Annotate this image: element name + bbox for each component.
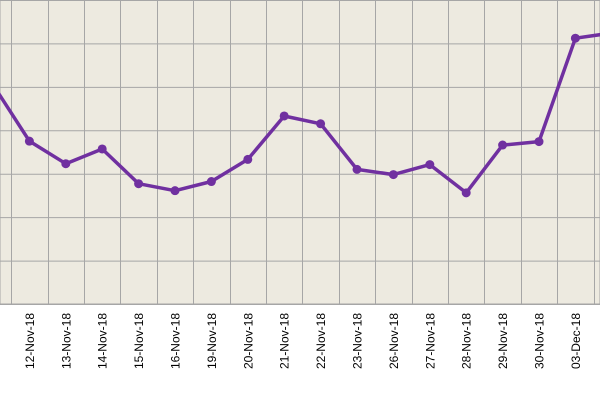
data-point bbox=[316, 119, 326, 129]
data-point bbox=[24, 136, 34, 146]
data-point bbox=[61, 159, 71, 169]
data-point bbox=[388, 170, 398, 180]
x-tick-label: 23-Nov-18 bbox=[351, 313, 365, 369]
data-point bbox=[534, 137, 544, 147]
data-point bbox=[243, 154, 253, 164]
data-point bbox=[134, 179, 144, 189]
x-tick-label: 29-Nov-18 bbox=[496, 313, 510, 369]
x-tick-label: 20-Nov-18 bbox=[241, 313, 255, 369]
x-tick-label: 28-Nov-18 bbox=[460, 313, 474, 369]
data-point bbox=[170, 186, 180, 196]
data-point bbox=[425, 160, 435, 170]
x-tick-label: 26-Nov-18 bbox=[387, 313, 401, 369]
x-tick-label: 30-Nov-18 bbox=[533, 313, 547, 369]
x-tick-label: 03-Dec-18 bbox=[569, 313, 583, 369]
data-point bbox=[570, 33, 580, 43]
horizontal-gridlines bbox=[0, 0, 600, 305]
x-tick-label: 22-Nov-18 bbox=[314, 313, 328, 369]
x-tick-label: 14-Nov-18 bbox=[96, 313, 110, 369]
x-tick-label: 12-Nov-18 bbox=[23, 313, 37, 369]
plot-area-background bbox=[0, 0, 600, 304]
data-point bbox=[352, 164, 362, 174]
vertical-gridlines bbox=[11, 0, 595, 304]
x-tick-label: 27-Nov-18 bbox=[423, 313, 437, 369]
data-point bbox=[279, 111, 289, 121]
x-tick-label: 19-Nov-18 bbox=[205, 313, 219, 369]
x-tick-label: 21-Nov-18 bbox=[278, 313, 292, 369]
x-tick-label: 13-Nov-18 bbox=[59, 313, 73, 369]
plot-area-border bbox=[0, 0, 600, 305]
data-point bbox=[206, 177, 216, 187]
x-tick-label: 16-Nov-18 bbox=[169, 313, 183, 369]
data-point bbox=[461, 188, 471, 198]
x-axis-tick-labels: 12-Nov-18 13-Nov-18 14-Nov-18 15-Nov-18 16-N… bbox=[23, 313, 583, 369]
data-point bbox=[498, 140, 508, 150]
data-points bbox=[24, 33, 580, 198]
x-tick-label: 15-Nov-18 bbox=[132, 313, 146, 369]
data-point bbox=[97, 144, 107, 154]
series-line bbox=[0, 32, 600, 195]
